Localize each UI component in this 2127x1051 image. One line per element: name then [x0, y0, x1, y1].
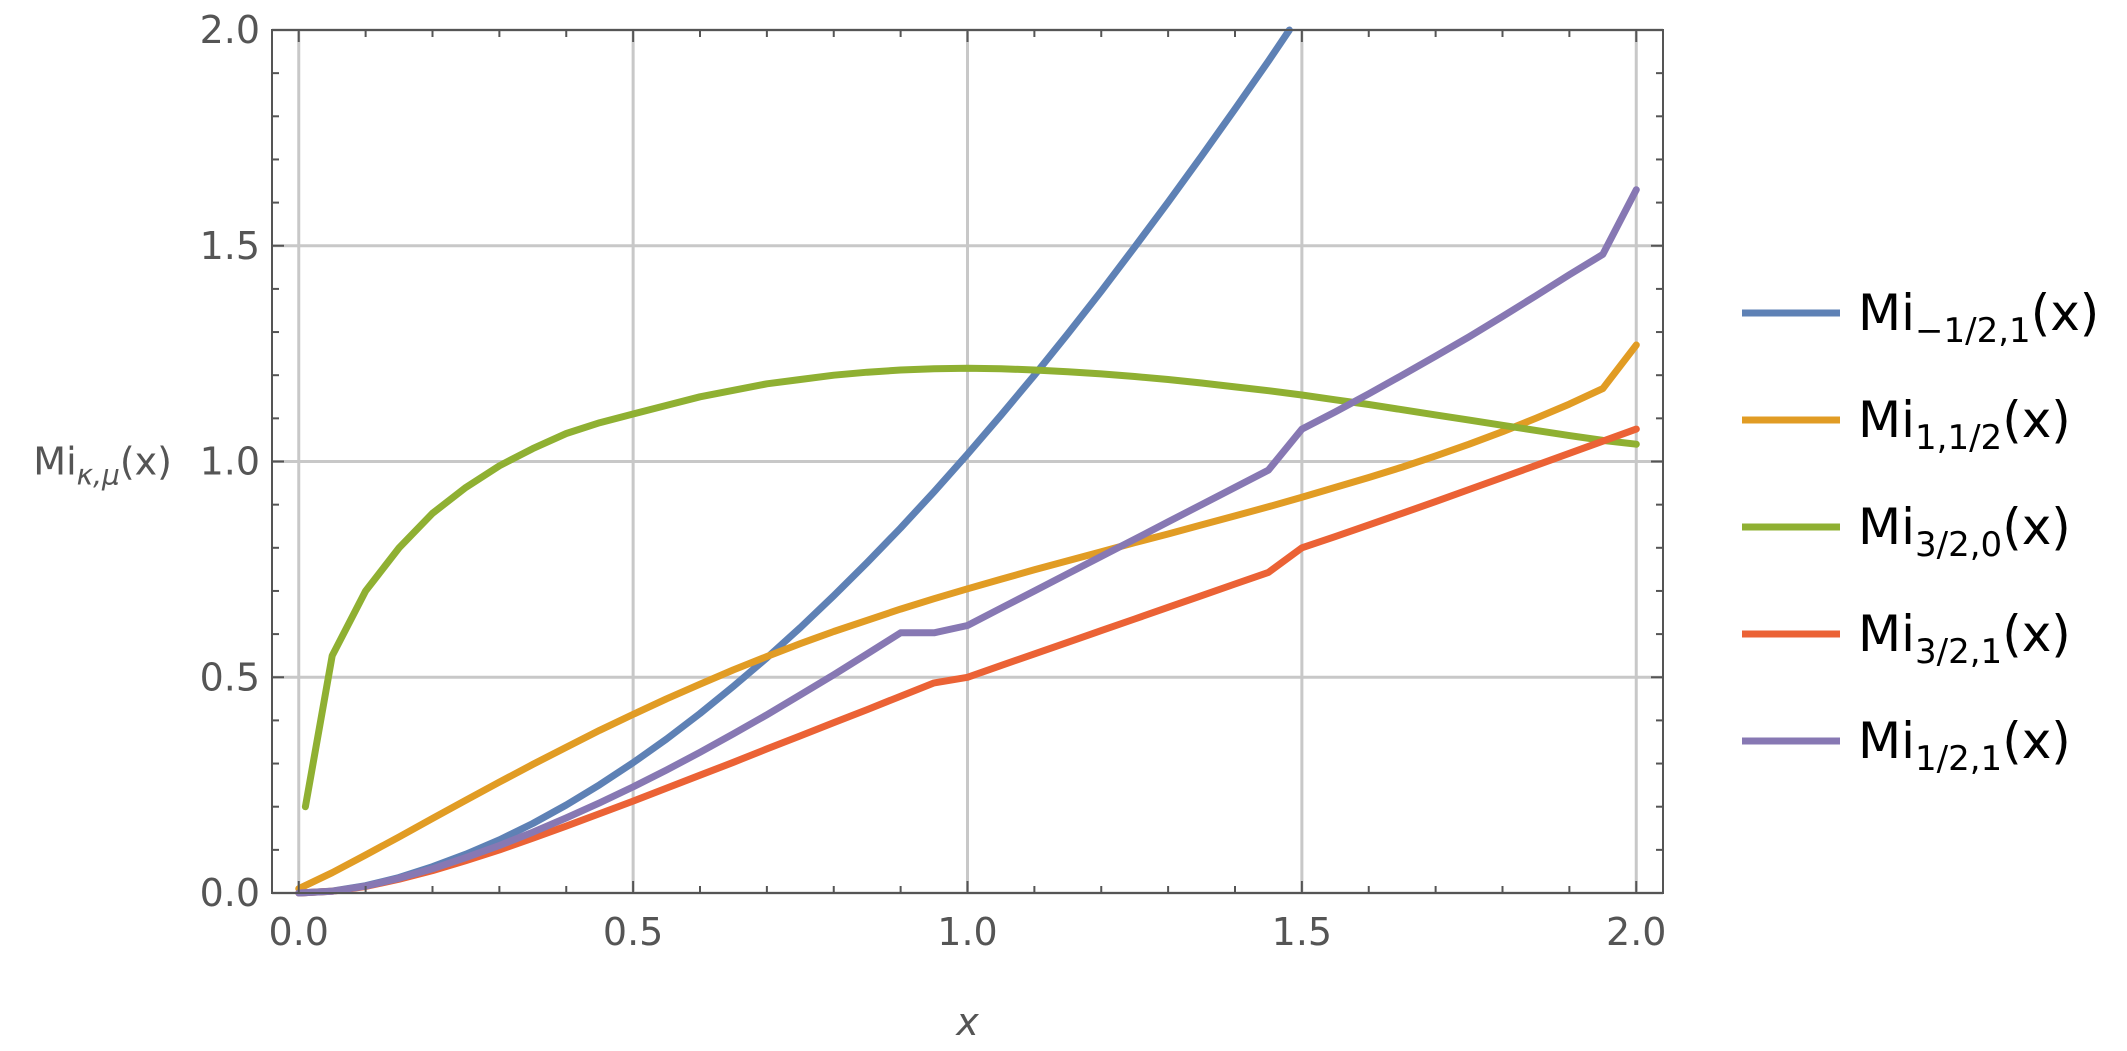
- y-tick-label-2: 1.0: [200, 440, 260, 484]
- series-line-1: [295, 341, 1640, 893]
- x-tick-label-4: 2.0: [1606, 910, 1666, 954]
- x-tick-label-1: 0.5: [603, 910, 663, 954]
- legend-label-4: Mi1/2,1(x): [1858, 712, 2071, 779]
- legend: Mi−1/2,1(x) Mi1,1/2(x) Mi3/2,0(x) Mi3/2,1(x…: [1742, 284, 2099, 779]
- legend-label-3: Mi3/2,1(x): [1858, 605, 2071, 672]
- x-tick-label-2: 1.0: [937, 910, 997, 954]
- series-line-2: [301, 364, 1640, 811]
- series-line-3: [295, 425, 1640, 897]
- tick-labels: 0.0 0.5 1.0 1.5 2.0 0.0 0.5 1.0 1.5 2.0: [200, 8, 1667, 954]
- legend-label-1: Mi1,1/2(x): [1858, 391, 2071, 458]
- y-tick-label-1: 0.5: [200, 655, 260, 699]
- y-axis-label: Miκ,μ(x): [33, 440, 172, 492]
- series-lines: [295, 26, 1640, 897]
- y-tick-label-0: 0.0: [200, 871, 260, 915]
- axis-ticks: [272, 29, 1663, 894]
- x-tick-label-0: 0.0: [269, 910, 329, 954]
- series-line-4: [295, 186, 1640, 897]
- x-axis-label: x: [955, 1000, 979, 1044]
- y-tick-label-4: 2.0: [200, 8, 260, 52]
- x-tick-label-3: 1.5: [1272, 910, 1332, 954]
- legend-label-2: Mi3/2,0(x): [1858, 498, 2071, 565]
- legend-label-0: Mi−1/2,1(x): [1858, 284, 2099, 351]
- grid-lines: [272, 28, 1663, 895]
- y-tick-label-3: 1.5: [200, 224, 260, 268]
